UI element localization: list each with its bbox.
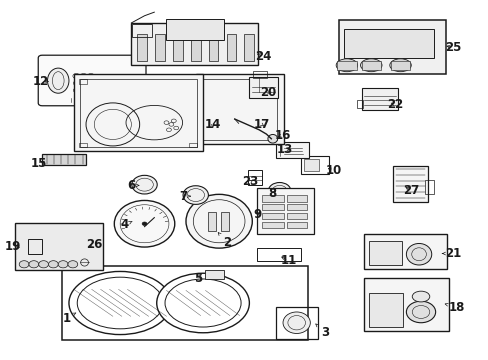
Text: 7: 7 [179, 190, 190, 203]
Ellipse shape [406, 243, 431, 265]
Ellipse shape [68, 261, 78, 268]
FancyBboxPatch shape [190, 34, 200, 61]
FancyBboxPatch shape [205, 270, 224, 279]
FancyBboxPatch shape [392, 166, 427, 202]
FancyBboxPatch shape [137, 34, 147, 61]
Ellipse shape [164, 279, 241, 327]
Ellipse shape [142, 222, 147, 226]
FancyBboxPatch shape [208, 34, 218, 61]
Text: 4: 4 [121, 218, 132, 231]
Text: 1: 1 [62, 311, 76, 325]
Ellipse shape [283, 312, 310, 333]
Text: 26: 26 [86, 238, 102, 251]
Ellipse shape [157, 273, 249, 333]
FancyBboxPatch shape [244, 34, 254, 61]
Ellipse shape [411, 291, 429, 302]
Text: 2: 2 [218, 233, 231, 249]
FancyBboxPatch shape [304, 159, 318, 171]
FancyBboxPatch shape [131, 23, 258, 65]
Ellipse shape [47, 68, 69, 93]
FancyBboxPatch shape [343, 29, 433, 58]
Ellipse shape [360, 59, 381, 72]
FancyBboxPatch shape [287, 222, 306, 228]
Ellipse shape [69, 271, 171, 334]
Ellipse shape [48, 261, 58, 268]
FancyBboxPatch shape [368, 241, 401, 265]
FancyBboxPatch shape [361, 60, 380, 69]
Ellipse shape [39, 261, 48, 268]
Text: 13: 13 [276, 143, 292, 156]
FancyBboxPatch shape [276, 141, 309, 158]
Text: 9: 9 [253, 208, 261, 221]
Text: 8: 8 [268, 187, 276, 200]
Ellipse shape [268, 183, 290, 199]
Ellipse shape [29, 261, 39, 268]
Text: 14: 14 [204, 118, 221, 131]
Text: 15: 15 [30, 157, 47, 170]
Ellipse shape [114, 201, 174, 247]
FancyBboxPatch shape [363, 278, 448, 331]
FancyBboxPatch shape [287, 213, 306, 220]
FancyBboxPatch shape [287, 195, 306, 202]
Ellipse shape [77, 277, 163, 329]
FancyBboxPatch shape [221, 212, 228, 231]
FancyBboxPatch shape [38, 55, 146, 106]
FancyBboxPatch shape [155, 34, 164, 61]
Ellipse shape [389, 59, 410, 72]
FancyBboxPatch shape [256, 188, 314, 234]
Text: 21: 21 [441, 247, 460, 260]
FancyBboxPatch shape [165, 19, 224, 40]
FancyBboxPatch shape [261, 195, 283, 202]
Ellipse shape [267, 134, 277, 143]
FancyBboxPatch shape [261, 222, 283, 228]
Text: 20: 20 [259, 86, 275, 99]
Text: 25: 25 [444, 41, 461, 54]
Text: 22: 22 [387, 98, 403, 111]
FancyBboxPatch shape [287, 204, 306, 211]
Text: 3: 3 [315, 324, 328, 339]
Text: 27: 27 [402, 184, 419, 197]
FancyBboxPatch shape [173, 34, 183, 61]
FancyBboxPatch shape [338, 20, 445, 74]
FancyBboxPatch shape [261, 213, 283, 220]
Text: 18: 18 [444, 301, 464, 314]
FancyBboxPatch shape [368, 293, 402, 327]
FancyBboxPatch shape [390, 60, 409, 69]
FancyBboxPatch shape [261, 204, 283, 211]
Text: 24: 24 [254, 50, 271, 63]
Text: 6: 6 [127, 179, 139, 192]
Text: 23: 23 [242, 175, 258, 188]
Ellipse shape [185, 194, 252, 248]
Text: 19: 19 [5, 240, 21, 253]
FancyBboxPatch shape [15, 223, 103, 270]
FancyBboxPatch shape [42, 154, 86, 165]
FancyBboxPatch shape [336, 60, 356, 69]
Text: 17: 17 [253, 118, 269, 131]
FancyBboxPatch shape [361, 88, 397, 110]
Ellipse shape [183, 186, 208, 204]
FancyBboxPatch shape [74, 74, 203, 151]
Ellipse shape [19, 261, 29, 268]
Text: 12: 12 [33, 75, 49, 88]
Text: 11: 11 [280, 254, 296, 267]
FancyBboxPatch shape [249, 77, 277, 98]
FancyBboxPatch shape [195, 74, 283, 144]
Ellipse shape [58, 261, 68, 268]
FancyBboxPatch shape [207, 212, 215, 231]
Text: 10: 10 [325, 164, 341, 177]
Ellipse shape [406, 301, 435, 323]
Ellipse shape [132, 175, 157, 194]
Text: 5: 5 [194, 272, 202, 285]
FancyBboxPatch shape [363, 234, 446, 269]
FancyBboxPatch shape [226, 34, 236, 61]
Text: 16: 16 [274, 129, 290, 142]
Ellipse shape [335, 59, 357, 72]
